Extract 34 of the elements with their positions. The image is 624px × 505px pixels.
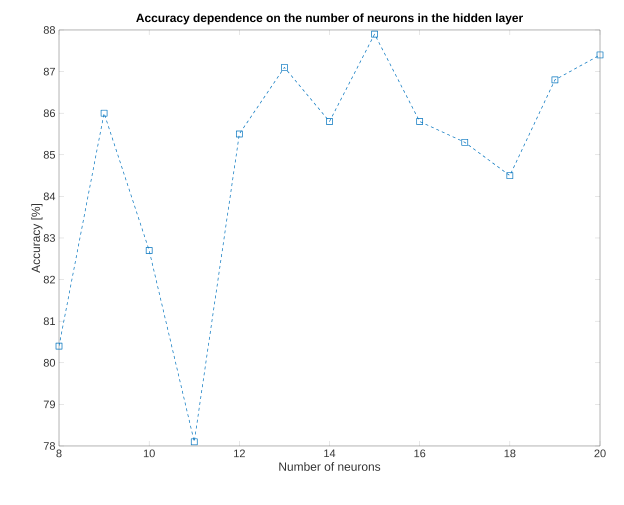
point — [190, 438, 198, 446]
x-tick-label: 20 — [594, 450, 606, 458]
x-axis-title: Number of neurons — [279, 462, 380, 471]
y-tick-label: 79 — [44, 400, 55, 408]
point — [326, 118, 333, 125]
point — [416, 118, 424, 125]
y-tick-label: 88 — [44, 26, 55, 34]
point — [371, 30, 378, 38]
y-tick-label: 78 — [44, 442, 55, 450]
x-tick-label: 18 — [504, 450, 516, 458]
x-tick-label: 16 — [414, 450, 426, 458]
y-tick-label: 85 — [44, 150, 56, 159]
y-tick-label: 81 — [44, 317, 55, 326]
point — [281, 64, 288, 71]
point — [552, 76, 558, 84]
point — [236, 130, 243, 138]
y-tick-label: 82 — [44, 276, 55, 284]
point — [596, 52, 604, 58]
point — [461, 138, 468, 146]
point — [56, 342, 62, 350]
y-tick-label: 83 — [44, 234, 55, 242]
y-axis-title: Accuracy [%] — [31, 204, 42, 273]
point — [100, 110, 108, 117]
x-tick-label: 12 — [234, 450, 245, 458]
point — [146, 247, 153, 254]
y-tick-label: 87 — [44, 68, 55, 76]
x-tick-label: 10 — [144, 450, 155, 458]
chart-title: Accuracy dependence on the number of neurons in the hidden layer — [136, 13, 523, 24]
y-tick-label: 84 — [44, 192, 56, 200]
y-tick-label: 80 — [44, 358, 56, 367]
point — [506, 172, 514, 179]
x-tick-label: 14 — [324, 450, 336, 458]
x-tick-label: 8 — [56, 450, 62, 458]
y-tick-label: 86 — [44, 109, 55, 118]
